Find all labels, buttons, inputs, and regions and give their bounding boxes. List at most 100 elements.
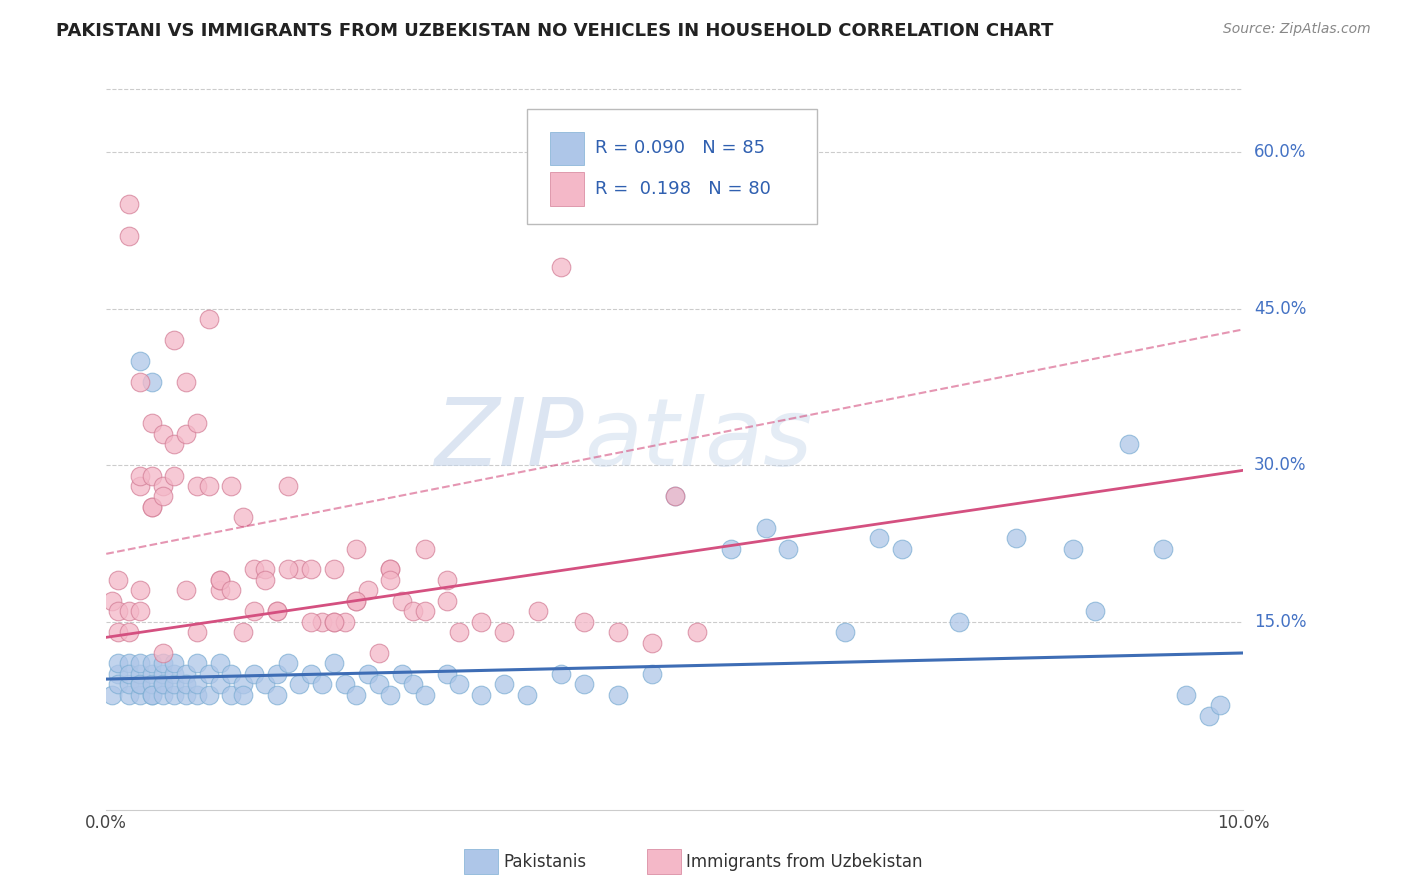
Point <box>368 677 391 691</box>
Point <box>266 604 288 618</box>
Point <box>163 688 186 702</box>
Point <box>219 666 242 681</box>
Point <box>402 604 425 618</box>
Point <box>380 562 402 576</box>
Point <box>174 583 197 598</box>
Point <box>494 625 516 640</box>
Point <box>1175 688 1198 702</box>
Point <box>778 541 800 556</box>
Point <box>311 677 333 691</box>
Point <box>755 521 778 535</box>
Point <box>152 666 174 681</box>
Text: PAKISTANI VS IMMIGRANTS FROM UZBEKISTAN NO VEHICLES IN HOUSEHOLD CORRELATION CHA: PAKISTANI VS IMMIGRANTS FROM UZBEKISTAN … <box>56 22 1053 40</box>
Point <box>470 688 492 702</box>
Point <box>266 688 288 702</box>
Point <box>129 677 152 691</box>
Point <box>243 666 266 681</box>
Point <box>129 688 152 702</box>
Point <box>447 625 470 640</box>
Point <box>219 583 242 598</box>
Point <box>186 417 208 431</box>
Text: 45.0%: 45.0% <box>1254 300 1306 318</box>
Text: Source: ZipAtlas.com: Source: ZipAtlas.com <box>1223 22 1371 37</box>
Point <box>299 562 322 576</box>
Point <box>107 657 129 671</box>
Point <box>141 375 163 389</box>
Point <box>494 677 516 691</box>
Point <box>208 677 231 691</box>
Text: Immigrants from Uzbekistan: Immigrants from Uzbekistan <box>686 853 922 871</box>
Point <box>118 666 141 681</box>
Point <box>197 688 219 702</box>
Point <box>107 666 129 681</box>
Point <box>174 426 197 441</box>
Point <box>1209 698 1232 713</box>
Point <box>129 666 152 681</box>
Point <box>344 594 367 608</box>
Point <box>232 625 254 640</box>
Point <box>163 437 186 451</box>
Point <box>118 197 141 211</box>
Point <box>208 657 231 671</box>
Point <box>436 666 458 681</box>
Point <box>391 666 413 681</box>
Point <box>232 510 254 524</box>
Point <box>470 615 492 629</box>
Point <box>141 688 163 702</box>
Point <box>129 657 152 671</box>
Point <box>254 562 277 576</box>
Point <box>118 677 141 691</box>
Point <box>277 562 299 576</box>
Point <box>333 677 356 691</box>
Point <box>219 479 242 493</box>
Text: 60.0%: 60.0% <box>1254 143 1306 161</box>
Point <box>550 666 572 681</box>
Point <box>288 677 311 691</box>
Point <box>1152 541 1174 556</box>
Point <box>436 573 458 587</box>
Point <box>232 688 254 702</box>
Point <box>572 677 595 691</box>
Point <box>299 666 322 681</box>
Point <box>129 583 152 598</box>
Point <box>107 573 129 587</box>
Point <box>686 625 709 640</box>
Point <box>1118 437 1140 451</box>
Point <box>219 688 242 702</box>
Point <box>129 677 152 691</box>
Point <box>606 625 628 640</box>
Point <box>572 615 595 629</box>
Point <box>413 541 436 556</box>
Text: R =  0.198   N = 80: R = 0.198 N = 80 <box>595 179 770 197</box>
Point <box>141 666 163 681</box>
Point <box>344 541 367 556</box>
Point <box>141 500 163 514</box>
Point <box>344 594 367 608</box>
Point <box>174 375 197 389</box>
Point <box>208 573 231 587</box>
Point <box>152 677 174 691</box>
Point <box>118 657 141 671</box>
Text: 30.0%: 30.0% <box>1254 456 1306 475</box>
Point <box>208 573 231 587</box>
Point <box>550 260 572 274</box>
Point <box>118 228 141 243</box>
Point <box>163 333 186 347</box>
Point <box>344 688 367 702</box>
Point <box>197 312 219 326</box>
Point <box>527 604 550 618</box>
Point <box>107 677 129 691</box>
Point <box>288 562 311 576</box>
Point <box>413 604 436 618</box>
Text: R = 0.090   N = 85: R = 0.090 N = 85 <box>595 139 765 157</box>
Point <box>948 615 970 629</box>
Point <box>152 646 174 660</box>
Point <box>1084 604 1107 618</box>
Point <box>186 677 208 691</box>
Point <box>436 594 458 608</box>
Point <box>357 666 380 681</box>
Point <box>129 375 152 389</box>
FancyBboxPatch shape <box>550 172 583 206</box>
Point <box>357 583 380 598</box>
Point <box>129 604 152 618</box>
